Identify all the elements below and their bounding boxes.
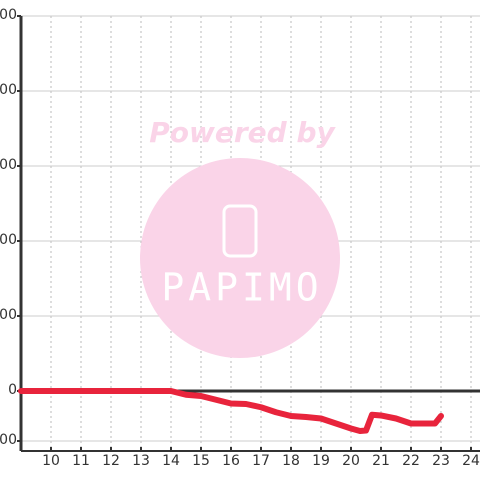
y-tick-label: 90,000 [0,157,17,173]
x-tick-label: 12 [102,453,120,469]
x-tick-label: 11 [72,453,90,469]
line [18,388,444,434]
watermark-phone [222,204,258,258]
y-tick-label: 30,000 [0,307,17,323]
watermark-logo: PAPIMO [161,266,322,310]
x-tick-label: 18 [282,453,300,469]
x-tick-label: 16 [222,453,240,469]
x-tick-label: 17 [252,453,270,469]
y-tick-label: 0 [8,382,17,398]
x-tick-label: 23 [432,453,450,469]
watermark-circle [140,158,340,358]
x-tick-label: 19 [312,453,330,469]
y-tick-label: -20,000 [0,432,17,448]
x-tick-label: 24 [462,453,480,469]
x-tick-label: 20 [342,453,360,469]
x-tick-label: 14 [162,453,180,469]
x-tick-label: 21 [372,453,390,469]
x-tick-label: 10 [42,453,60,469]
y-tick-label: 150,000 [0,7,17,23]
x-tick-label: 22 [402,453,420,469]
x-tick-label: 13 [132,453,150,469]
y-tick-label: 120,000 [0,82,17,98]
y-tick-label: 60,000 [0,232,17,248]
watermark-text: Powered by [149,116,336,149]
x-tick-label: 15 [192,453,210,469]
